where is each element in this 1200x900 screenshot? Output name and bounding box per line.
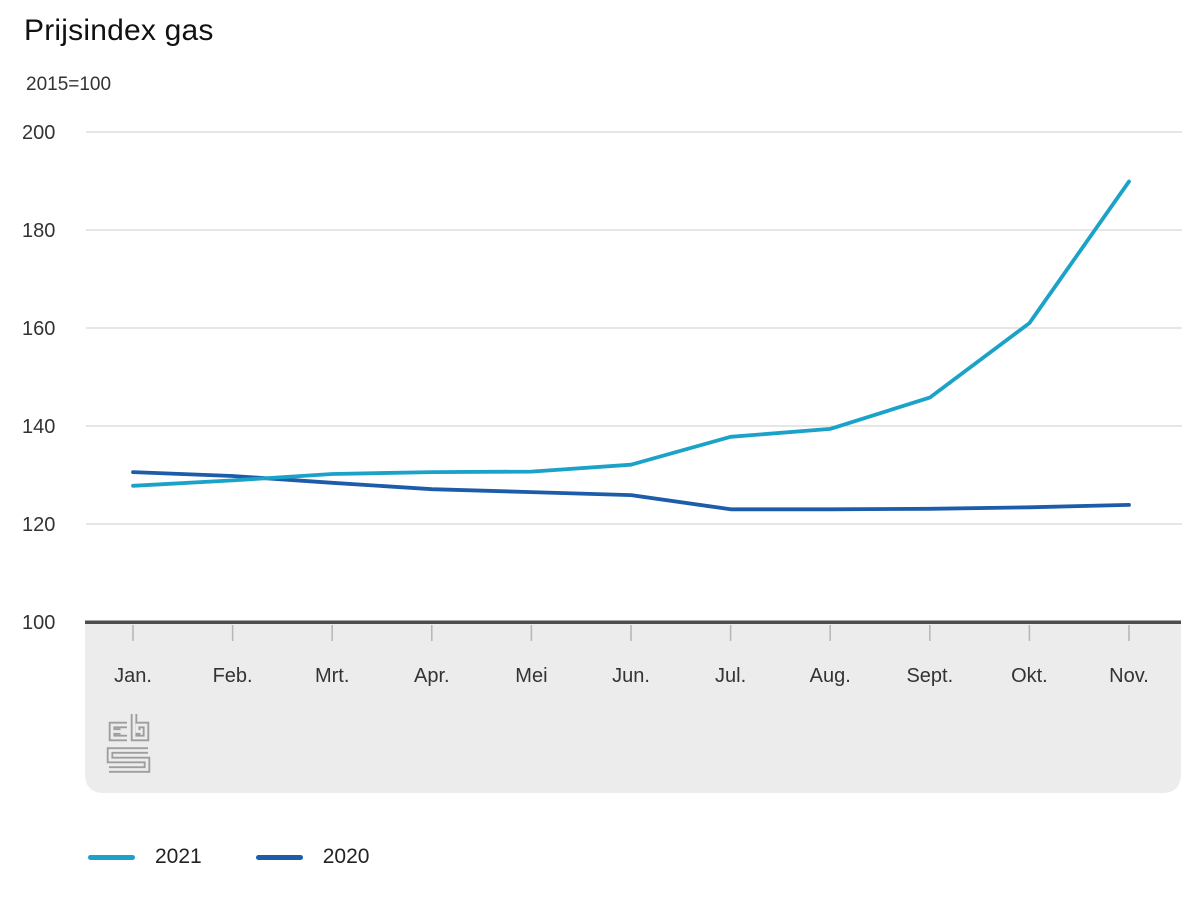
y-axis-label-140: 140 bbox=[22, 416, 55, 438]
legend-item-2021[interactable]: 2021 bbox=[88, 845, 202, 869]
legend-label-2021: 2021 bbox=[155, 845, 202, 868]
chart-legend: 2021 2020 bbox=[88, 845, 423, 869]
y-axis-label-200: 200 bbox=[22, 122, 55, 144]
x-axis-label-Sept: Sept. bbox=[906, 665, 953, 687]
cbs-logo-icon bbox=[106, 714, 151, 773]
x-axis-label-Nov: Nov. bbox=[1109, 665, 1149, 687]
x-axis-label-Feb: Feb. bbox=[213, 665, 253, 687]
x-axis-label-Jan: Jan. bbox=[114, 665, 152, 687]
legend-swatch-2020 bbox=[255, 854, 303, 860]
legend-label-2020: 2020 bbox=[322, 845, 370, 868]
chart-subtitle: 2015=100 bbox=[26, 74, 112, 95]
x-axis-line bbox=[85, 620, 1181, 624]
x-axis-label-Mrt: Mrt. bbox=[315, 665, 349, 687]
y-axis-label-180: 180 bbox=[22, 220, 55, 242]
x-axis-label-Aug: Aug. bbox=[810, 665, 851, 687]
series-line-2020 bbox=[131, 470, 1131, 512]
y-axis-label-120: 120 bbox=[22, 514, 55, 536]
x-axis-label-Okt: Okt. bbox=[1011, 665, 1048, 687]
x-axis-label-Jun: Jun. bbox=[612, 665, 650, 687]
y-axis-label-100: 100 bbox=[22, 612, 55, 634]
legend-swatch-2021 bbox=[88, 854, 135, 860]
series-line-2021 bbox=[131, 179, 1131, 488]
y-axis-label-160: 160 bbox=[22, 318, 55, 340]
x-axis-label-Jul: Jul. bbox=[715, 665, 746, 687]
legend-item-2020[interactable]: 2020 bbox=[255, 845, 370, 869]
x-axis-label-Mei: Mei bbox=[515, 665, 547, 687]
axis-band bbox=[85, 622, 1181, 793]
x-axis-label-Apr: Apr. bbox=[414, 665, 450, 687]
chart-title: Prijsindex gas bbox=[24, 14, 214, 47]
